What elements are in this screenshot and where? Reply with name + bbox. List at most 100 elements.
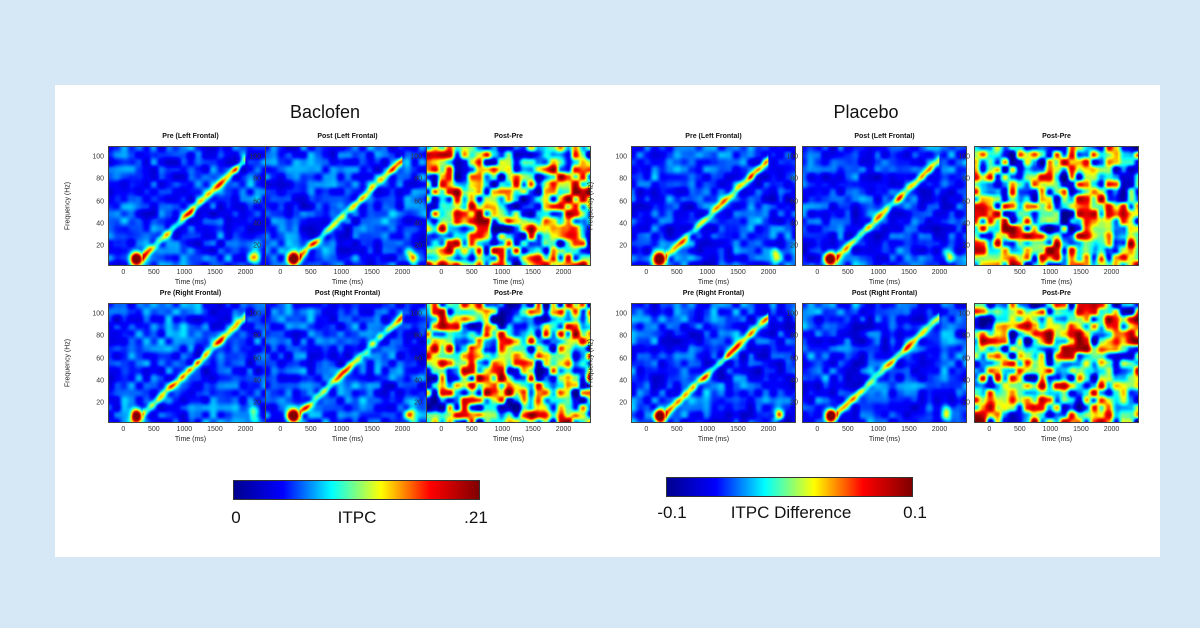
x-tick-label: 0	[644, 269, 649, 276]
y-tick-label: 20	[253, 399, 261, 407]
x-tick-label: 1500	[730, 269, 746, 276]
heatmap-panel: Post (Right Frontal) 20 40 60 80 100 0 500 1000 1…	[786, 290, 967, 443]
y-tick-label: 100	[410, 153, 422, 161]
x-axis-label: Time (ms)	[174, 279, 207, 286]
y-tick-label: 100	[249, 310, 261, 318]
y-tick-label: 60	[96, 198, 104, 206]
figure: Baclofen Placebo Pre (Left Frontal) 20 40 6…	[55, 85, 1160, 557]
itpc-difference-colorbar-label: ITPC Difference	[730, 503, 852, 522]
heatmap-plot	[108, 146, 273, 266]
x-tick-label: 500	[147, 269, 160, 276]
heatmap-image	[427, 304, 590, 422]
x-tick-label: 0	[278, 269, 283, 276]
y-tick-label: 40	[962, 377, 970, 385]
heatmap-panel: Post-Pre 20 40 60 80 100 0 500 1000 1500 2000 Time …	[410, 133, 591, 286]
x-tick-label: 1000	[333, 426, 350, 433]
x-tick-label: 1000	[699, 426, 716, 433]
group-title-baclofen: Baclofen	[289, 102, 361, 122]
y-tick-label: 40	[414, 377, 422, 385]
x-tick-label: 2000	[760, 426, 777, 433]
itpc-colorbar-max: .21	[464, 508, 488, 527]
y-tick-label: 40	[619, 220, 627, 228]
x-tick-label: 0	[987, 426, 992, 433]
heatmap-panel: Post-Pre 20 40 60 80 100 0 500 1000 1500 2000 Time …	[410, 290, 591, 443]
heatmap-plot	[426, 146, 591, 266]
y-tick-label: 40	[96, 377, 104, 385]
x-tick-label: 2000	[931, 426, 948, 433]
x-tick-label: 2000	[555, 269, 572, 276]
heatmap-plot	[631, 146, 796, 266]
y-tick-label: 40	[619, 377, 627, 385]
x-tick-label: 1500	[1073, 269, 1089, 276]
heatmap-image	[266, 147, 429, 265]
y-axis-label: Frequency (Hz)	[64, 181, 72, 231]
x-tick-label: 1000	[333, 269, 350, 276]
y-tick-label: 100	[410, 310, 422, 318]
group-title-placebo: Placebo	[833, 102, 899, 122]
itpc-difference-colorbar	[666, 477, 913, 497]
x-tick-label: 500	[1013, 426, 1026, 433]
x-tick-label: 0	[121, 426, 126, 433]
panel-title: Post-Pre	[1042, 133, 1071, 140]
x-axis-label: Time (ms)	[868, 436, 901, 443]
x-tick-label: 1500	[364, 426, 380, 433]
heatmap-panel: Post (Left Frontal) 20 40 60 80 100 0 500 1000 15…	[786, 133, 967, 286]
y-tick-label: 100	[786, 310, 798, 318]
itpc-difference-colorbar-min: -0.1	[657, 503, 687, 522]
x-tick-label: 500	[465, 269, 478, 276]
heatmap-plot	[108, 303, 273, 423]
x-axis-label: Time (ms)	[1040, 279, 1073, 286]
x-axis-label: Time (ms)	[492, 436, 525, 443]
x-tick-label: 2000	[1103, 426, 1120, 433]
x-tick-label: 2000	[394, 269, 411, 276]
heatmap-plot	[974, 146, 1139, 266]
x-axis-label: Time (ms)	[868, 279, 901, 286]
y-axis-label: Frequency (Hz)	[64, 338, 72, 388]
x-tick-label: 2000	[931, 269, 948, 276]
y-tick-label: 100	[958, 153, 970, 161]
y-tick-label: 20	[790, 242, 798, 250]
x-tick-label: 0	[121, 269, 126, 276]
panel-title: Post-Pre	[1042, 290, 1071, 297]
x-axis-label: Time (ms)	[331, 436, 364, 443]
x-tick-label: 1500	[1073, 426, 1089, 433]
x-tick-label: 500	[304, 426, 317, 433]
panel-title: Pre (Left Frontal)	[685, 133, 742, 140]
x-tick-label: 2000	[237, 426, 254, 433]
panel-title: Post (Left Frontal)	[317, 133, 378, 140]
heatmap-image	[109, 304, 272, 422]
y-tick-label: 100	[615, 310, 627, 318]
y-tick-label: 100	[958, 310, 970, 318]
heatmap-image	[803, 147, 966, 265]
heatmap-plot	[426, 303, 591, 423]
heatmap-panel: Post (Left Frontal) 20 40 60 80 100 0 500 1000 15…	[249, 133, 430, 286]
y-tick-label: 40	[790, 377, 798, 385]
panel-title: Pre (Right Frontal)	[682, 290, 745, 297]
x-tick-label: 500	[670, 269, 683, 276]
y-tick-label: 80	[96, 332, 104, 340]
x-tick-label: 1500	[364, 269, 380, 276]
x-tick-label: 0	[815, 426, 820, 433]
y-tick-label: 80	[414, 332, 422, 340]
y-tick-label: 80	[962, 175, 970, 183]
x-tick-label: 500	[147, 426, 160, 433]
heatmap-image	[803, 304, 966, 422]
heatmap-image	[975, 304, 1138, 422]
panel-title: Post (Right Frontal)	[314, 290, 381, 297]
x-tick-label: 2000	[555, 426, 572, 433]
y-tick-label: 60	[253, 198, 261, 206]
y-tick-label: 20	[962, 399, 970, 407]
x-tick-label: 1500	[525, 426, 541, 433]
panel-title: Pre (Left Frontal)	[162, 133, 219, 140]
heatmap-image	[632, 147, 795, 265]
x-tick-label: 500	[670, 426, 683, 433]
x-tick-label: 1000	[699, 269, 716, 276]
panel-title: Post (Right Frontal)	[851, 290, 918, 297]
panel-title: Pre (Right Frontal)	[159, 290, 222, 297]
panel-title: Post (Left Frontal)	[854, 133, 915, 140]
y-tick-label: 20	[619, 242, 627, 250]
y-tick-label: 80	[414, 175, 422, 183]
x-axis-label: Time (ms)	[174, 436, 207, 443]
x-axis-label: Time (ms)	[331, 279, 364, 286]
heatmap-plot	[802, 303, 967, 423]
